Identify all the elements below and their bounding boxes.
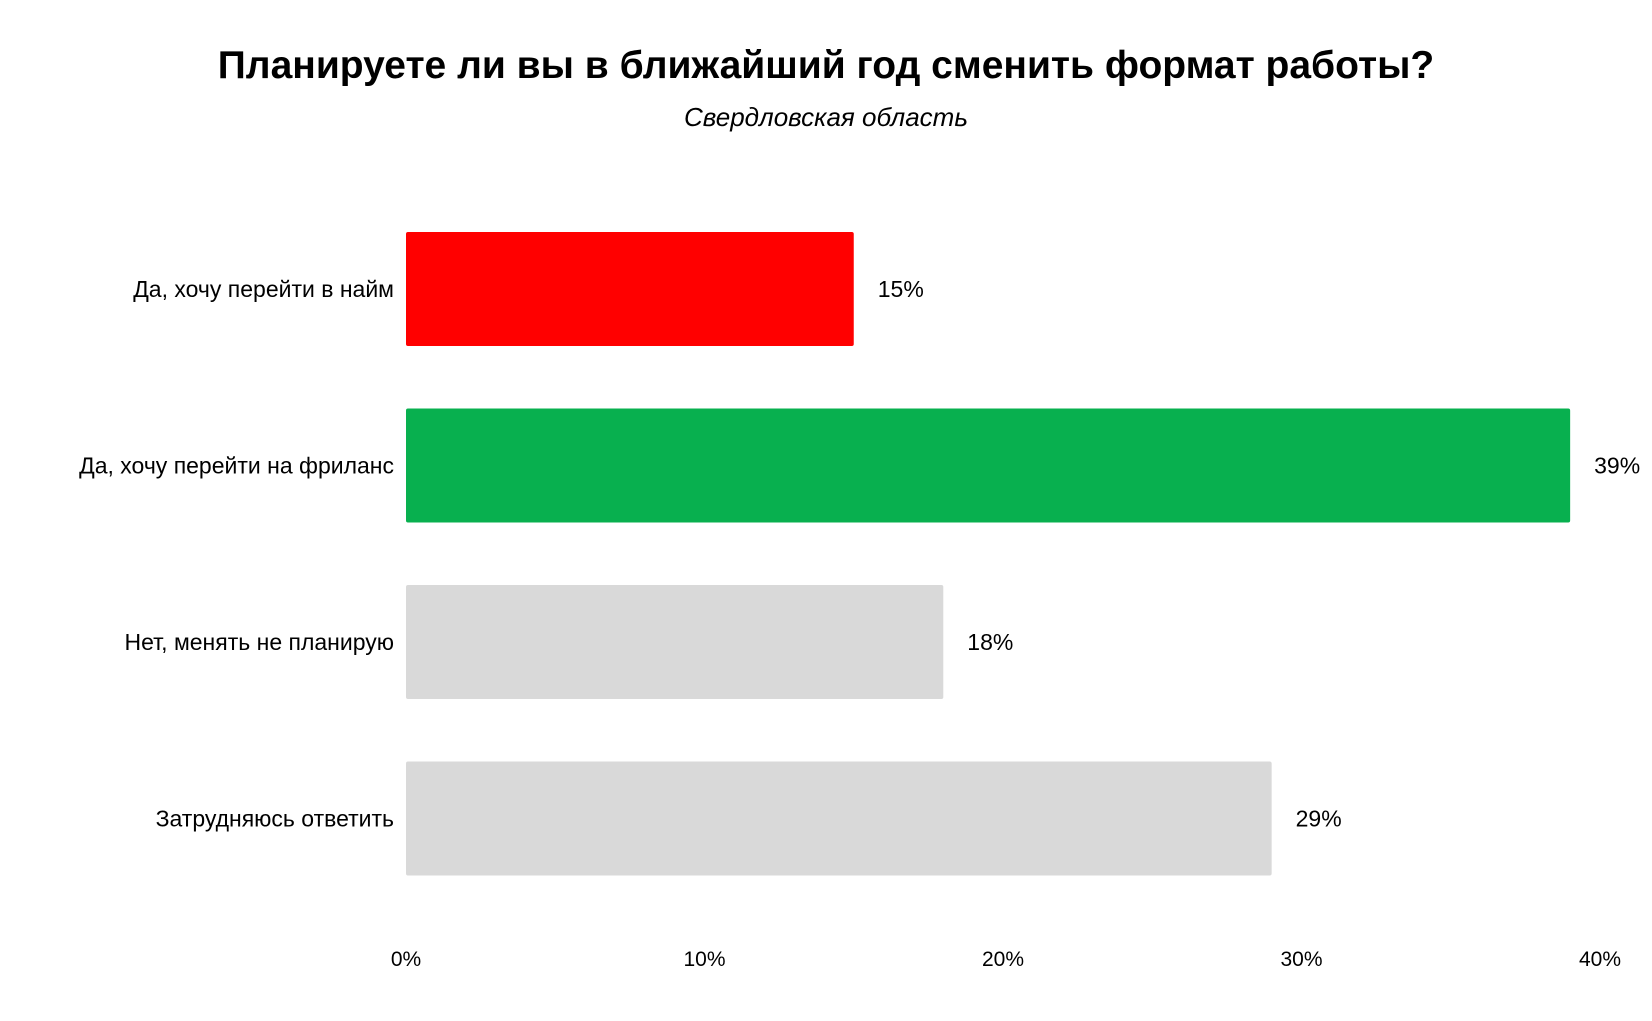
- x-tick-label: 30%: [1280, 948, 1322, 971]
- x-tick-label: 10%: [683, 948, 725, 971]
- chart-subtitle: Свердловская область: [683, 102, 968, 132]
- value-label: 39%: [1594, 453, 1640, 479]
- category-label: Затрудняюсь ответить: [156, 806, 394, 832]
- x-tick-label: 20%: [982, 948, 1024, 971]
- bar: [406, 761, 1272, 876]
- bar: [406, 585, 944, 699]
- bar: [406, 232, 854, 346]
- value-label: 15%: [878, 276, 924, 302]
- x-tick-label: 0%: [391, 948, 421, 971]
- category-label: Да, хочу перейти в найм: [133, 276, 394, 302]
- category-label: Да, хочу перейти на фриланс: [79, 453, 394, 479]
- value-label: 29%: [1296, 806, 1342, 832]
- value-label: 18%: [967, 629, 1013, 655]
- bar: [406, 408, 1571, 523]
- chart-title: Планируете ли вы в ближайший год сменить…: [217, 44, 1435, 87]
- x-tick-label: 40%: [1579, 948, 1621, 971]
- category-label: Нет, менять не планирую: [125, 629, 394, 655]
